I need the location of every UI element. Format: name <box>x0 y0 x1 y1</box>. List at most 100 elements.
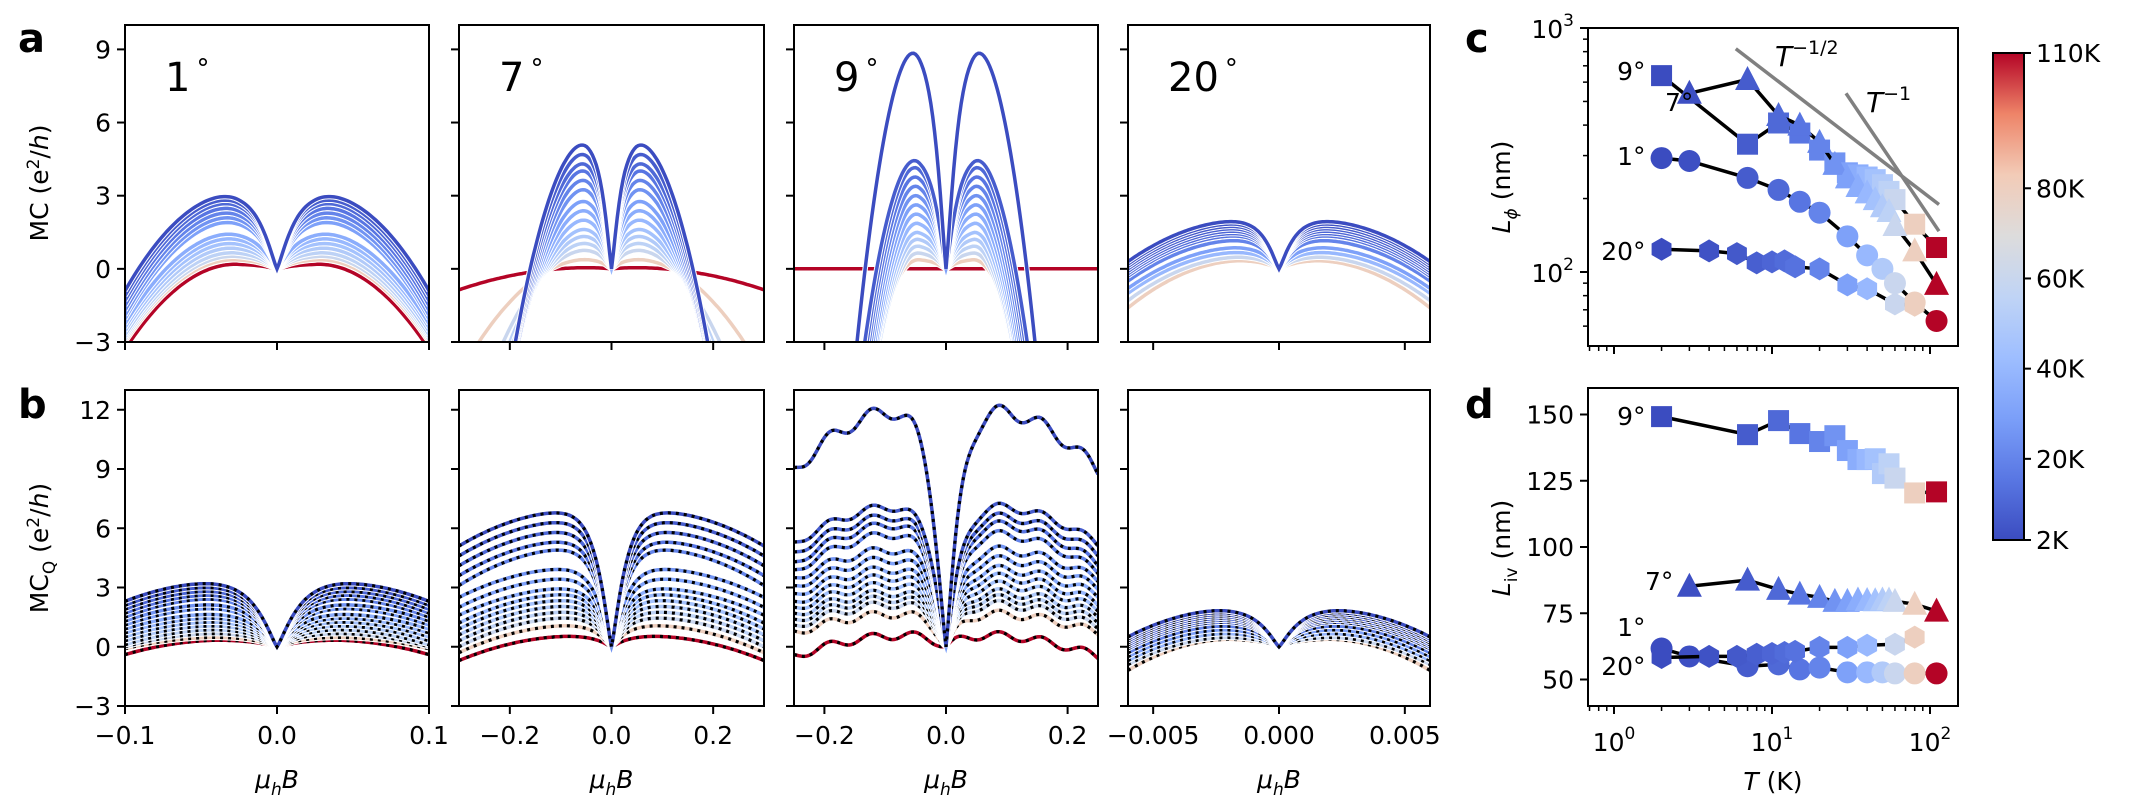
data-point-hexagon <box>1699 239 1720 263</box>
x-tick-label: 0.005 <box>1369 721 1441 750</box>
fit-curve-T30K <box>794 554 1098 653</box>
data-point-circle <box>1836 661 1859 684</box>
curves <box>794 402 1098 661</box>
series-20°: 20° <box>1601 237 1925 317</box>
data-point-triangle <box>1924 597 1950 622</box>
curves <box>459 510 764 664</box>
curve-outline <box>512 142 711 342</box>
data-point-square <box>1926 237 1948 259</box>
subplot-b-2: −0.2 0.0 0.2 μhB <box>451 389 765 800</box>
curve-T40K <box>515 218 708 342</box>
panel-d-xlabel: T (K) <box>1743 767 1802 796</box>
data-point-hexagon <box>1727 644 1747 668</box>
panel-letter-c: c <box>1465 16 1489 62</box>
data-point-hexagon <box>1837 273 1858 297</box>
data-point-triangle <box>1766 101 1792 126</box>
x-axis-label: μhB <box>254 765 299 800</box>
data-point-hexagon <box>1785 255 1805 279</box>
curves <box>125 580 429 658</box>
curves <box>794 50 1098 342</box>
x-tick-label: 0.2 <box>693 721 733 750</box>
x-tick-label: 102 <box>1909 724 1952 757</box>
data-point-square <box>1789 423 1811 445</box>
y-tick-label: 102 <box>1531 255 1574 288</box>
data-point-triangle <box>1787 111 1813 136</box>
angle-label: 9 ° <box>834 54 878 101</box>
data-point-circle <box>1856 244 1879 267</box>
data-point-square <box>1651 406 1673 428</box>
series-label: 1° <box>1617 142 1645 171</box>
subplot-a-3: 9 ° <box>786 24 1099 350</box>
y-tick-label: 6 <box>95 109 111 138</box>
data-point-triangle <box>1822 150 1848 175</box>
data-point-triangle <box>1882 587 1908 612</box>
data-point-hexagon <box>1699 644 1720 668</box>
data-point-circle <box>1788 190 1811 213</box>
data-point-hexagon <box>1809 635 1830 659</box>
data-point-hexagon <box>1837 635 1858 659</box>
data-point-circle <box>1736 166 1759 189</box>
fit-curve-T2K <box>459 511 764 648</box>
y-tick-label: 3 <box>95 574 111 603</box>
data-point-circle <box>1808 656 1831 679</box>
panel-letter-b: b <box>18 382 47 428</box>
series-label: 1° <box>1617 613 1645 642</box>
data-point-hexagon <box>1904 625 1925 649</box>
x-tick-label: 0.0 <box>592 721 632 750</box>
panel-d-ylabel: Liv (nm) <box>1487 500 1522 596</box>
series-1°: 1° <box>1617 142 1948 332</box>
subplot-b-3: −0.2 0.0 0.2 μhB <box>786 389 1099 800</box>
data-point-circle <box>1650 147 1673 170</box>
data-point-triangle <box>1735 66 1761 91</box>
x-tick-label: 0.2 <box>1048 721 1088 750</box>
data-point-circle <box>1883 662 1906 685</box>
y-tick-label: 12 <box>79 396 111 425</box>
curves <box>1128 218 1430 311</box>
curve-T50K <box>511 234 712 342</box>
reference-label: T−1/2 <box>1775 37 1839 73</box>
curve-T60K <box>501 248 722 342</box>
curve-outline <box>870 192 1022 342</box>
axes-frame <box>458 389 765 707</box>
subplot-b-1: −3 0 3 6 9 12 −0.1 0.0 0.1 μhB <box>74 389 449 800</box>
angle-label: 1 ° <box>165 54 209 101</box>
panel-a-ylabel: MC (e2/h) <box>24 125 54 242</box>
curve-T2K <box>513 143 710 342</box>
data-point-triangle <box>1766 575 1792 600</box>
curve-T2K <box>125 194 429 292</box>
y-tick-label: −3 <box>74 328 111 357</box>
y-tick-label: 103 <box>1531 11 1574 44</box>
curves <box>1128 607 1430 673</box>
fit-curve-T60K <box>125 632 429 649</box>
colorbar-tick-label: 2K <box>2036 526 2069 555</box>
data-point-circle <box>1788 658 1811 681</box>
data-point-circle <box>1678 150 1701 173</box>
data-point-hexagon <box>1727 242 1747 266</box>
x-tick-label: −0.2 <box>479 721 540 750</box>
curves <box>459 142 764 342</box>
x-tick-label: −0.1 <box>95 721 156 750</box>
fit-curve-T7K <box>125 586 429 650</box>
curve-T2K <box>855 51 1037 342</box>
data-point-square <box>1926 481 1948 503</box>
series-label: 9° <box>1617 402 1645 431</box>
subplot-a-2: 7 ° <box>451 24 765 350</box>
data-point-triangle <box>1787 580 1813 605</box>
subplot-a-4: 20 ° <box>1120 24 1431 350</box>
fit-curve-T2K <box>794 403 1098 647</box>
series-7°: 7° <box>1665 66 1950 295</box>
colorbar-tick-label: 20K <box>2036 445 2085 474</box>
curve-outline <box>873 211 1019 342</box>
y-tick-label: 125 <box>1526 467 1574 496</box>
data-point-triangle <box>1735 566 1761 591</box>
data-point-square <box>1904 213 1926 235</box>
data-point-circle <box>1836 225 1859 248</box>
y-tick-label: 150 <box>1526 401 1574 430</box>
reference-line-T^-1 <box>1844 92 1941 233</box>
data-point-circle <box>1925 662 1948 685</box>
data-point-hexagon <box>1651 237 1672 261</box>
data-point-square <box>1904 482 1926 504</box>
data-point-circle <box>1808 201 1831 224</box>
